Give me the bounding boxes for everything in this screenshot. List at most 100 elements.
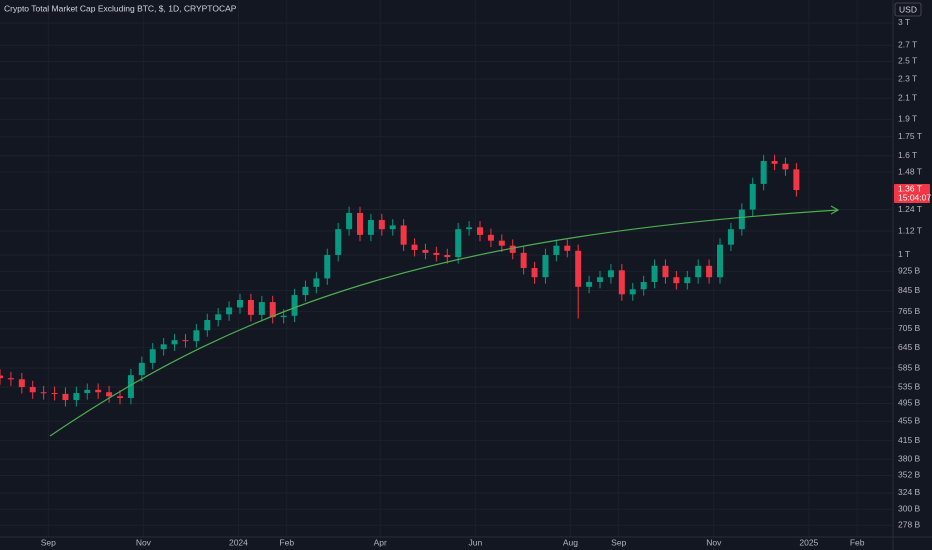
y-tick-label: 1.24 T bbox=[898, 204, 922, 214]
y-tick-label: 1.75 T bbox=[898, 131, 922, 141]
candle-body bbox=[29, 387, 36, 393]
candle-body bbox=[433, 252, 440, 255]
candle-body bbox=[127, 375, 134, 398]
candle-body bbox=[367, 220, 374, 235]
grid bbox=[0, 0, 893, 537]
candle-body bbox=[662, 265, 669, 278]
candle-body bbox=[400, 225, 407, 245]
candle-body bbox=[269, 302, 276, 318]
candle-body bbox=[280, 315, 287, 318]
candle-body bbox=[18, 379, 25, 388]
candle-body bbox=[357, 212, 364, 235]
y-tick-label: 455 B bbox=[898, 416, 921, 426]
y-tick-label: 380 B bbox=[898, 454, 921, 464]
candle-body bbox=[531, 268, 538, 278]
candle-body bbox=[160, 344, 167, 350]
y-tick-label: 2.3 T bbox=[898, 73, 917, 83]
x-tick-label: Nov bbox=[706, 537, 722, 547]
candle-body bbox=[564, 245, 571, 251]
y-tick-label: 352 B bbox=[898, 470, 921, 480]
x-tick-label: Feb bbox=[850, 537, 865, 547]
x-tick-label: Sep bbox=[41, 537, 56, 547]
candle-body bbox=[182, 340, 189, 342]
candle-body bbox=[629, 289, 636, 295]
candle-body bbox=[738, 209, 745, 230]
candle-body bbox=[749, 183, 756, 210]
currency[interactable]: USD bbox=[899, 4, 917, 14]
axes: 3 T 2.7 T 2.5 T 2.3 T 2.1 T 1.9 T 1.75 T 1.6 T 1… bbox=[41, 17, 932, 547]
y-tick-label: 324 B bbox=[898, 487, 921, 497]
y-tick-label: 300 B bbox=[898, 503, 921, 513]
candle-body bbox=[422, 249, 429, 253]
candle-body bbox=[477, 227, 484, 235]
candle-body bbox=[717, 244, 724, 278]
chart-title: Crypto Total Market Cap Excluding BTC, $… bbox=[4, 3, 237, 13]
x-tick-label: 2025 bbox=[799, 537, 818, 547]
candle-body bbox=[138, 362, 145, 376]
candle-body bbox=[171, 340, 178, 345]
candle-body bbox=[727, 229, 734, 245]
candle-body bbox=[760, 161, 767, 184]
candle-body bbox=[607, 270, 614, 278]
candle-body bbox=[597, 277, 604, 282]
y-tick-label: 1.6 T bbox=[898, 150, 917, 160]
candle-body bbox=[324, 254, 331, 279]
candle-body bbox=[84, 389, 91, 394]
candle-body bbox=[193, 330, 200, 342]
candle-body bbox=[302, 286, 309, 296]
candle-body bbox=[0, 375, 3, 379]
candle-body bbox=[204, 319, 211, 331]
y-tick-label: 278 B bbox=[898, 520, 921, 530]
candle-body bbox=[706, 265, 713, 278]
candle-body bbox=[149, 349, 156, 363]
candle-body bbox=[640, 281, 647, 290]
x-tick-label: Feb bbox=[279, 537, 294, 547]
currency-box[interactable] bbox=[894, 2, 922, 17]
x-tick-label: Aug bbox=[563, 537, 578, 547]
candle-body bbox=[553, 245, 560, 255]
candle-body bbox=[509, 245, 516, 253]
candle-body bbox=[618, 270, 625, 295]
candle-body bbox=[106, 392, 113, 397]
candle-body bbox=[793, 169, 800, 191]
trend-arrow bbox=[830, 205, 840, 215]
y-tick-label: 2.5 T bbox=[898, 56, 917, 66]
candle-body bbox=[542, 254, 549, 278]
last-price-label: 1.36 T bbox=[898, 183, 922, 193]
y-tick-label: 585 B bbox=[898, 362, 921, 372]
candle-body bbox=[346, 212, 353, 230]
last-price-box bbox=[894, 184, 930, 204]
candle-body bbox=[40, 392, 47, 394]
x-tick-label: 2024 bbox=[229, 537, 248, 547]
candle-body bbox=[695, 265, 702, 278]
candle-body bbox=[247, 299, 254, 315]
y-tick-label: 705 B bbox=[898, 323, 921, 333]
candle-body bbox=[487, 234, 494, 241]
y-tick-label: 1.9 T bbox=[898, 114, 917, 124]
y-tick-label: 495 B bbox=[898, 398, 921, 408]
candle-body bbox=[73, 393, 80, 401]
candle-body bbox=[215, 314, 222, 320]
x-tick-label: Apr bbox=[374, 537, 387, 547]
candle-body bbox=[466, 227, 473, 230]
candle-body bbox=[95, 389, 102, 393]
candle-body bbox=[586, 281, 593, 287]
x-tick-label: Nov bbox=[136, 537, 152, 547]
candle-body bbox=[226, 307, 233, 315]
y-tick-label: 3 T bbox=[898, 17, 910, 27]
y-tick-label: 845 B bbox=[898, 285, 921, 295]
x-tick-label: Sep bbox=[611, 537, 626, 547]
countdown: 15:04:07 bbox=[898, 192, 931, 202]
candle-body bbox=[444, 254, 451, 258]
y-tick-label: 925 B bbox=[898, 266, 921, 276]
candle-body bbox=[520, 252, 527, 269]
y-tick-label: 535 B bbox=[898, 381, 921, 391]
candle-body bbox=[378, 220, 385, 230]
candle-body bbox=[575, 250, 582, 287]
trend-curve bbox=[49, 209, 839, 437]
y-tick-label: 1 T bbox=[898, 249, 910, 259]
candle-body bbox=[498, 240, 505, 246]
candle-body bbox=[411, 244, 418, 250]
candle-body bbox=[771, 161, 778, 164]
